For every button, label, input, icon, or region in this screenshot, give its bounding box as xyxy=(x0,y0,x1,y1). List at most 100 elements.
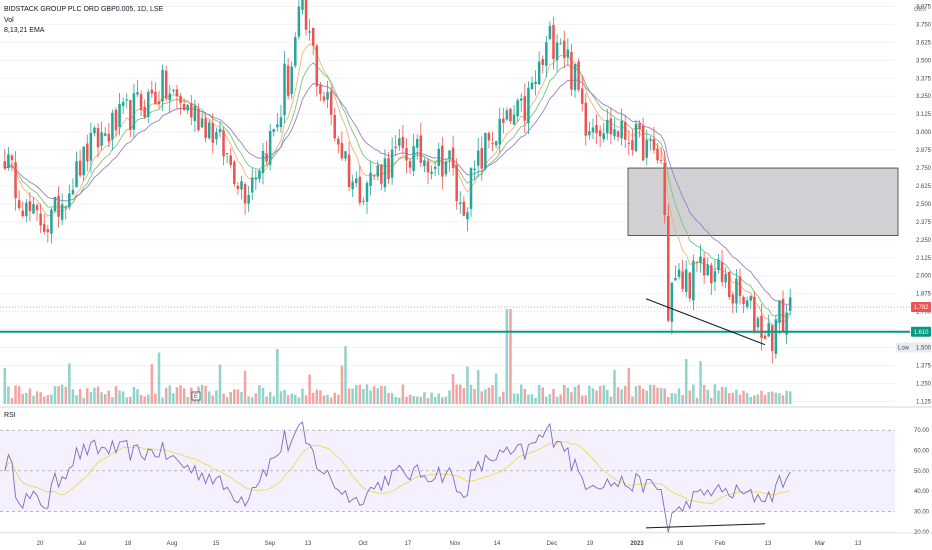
candle-body xyxy=(771,325,774,351)
candle-body xyxy=(462,201,466,216)
volume-bar xyxy=(86,388,89,404)
candle-body xyxy=(272,129,276,132)
volume-bar xyxy=(530,394,534,404)
volume-bar xyxy=(717,390,720,404)
candle-body xyxy=(763,335,767,339)
candle-body xyxy=(240,181,243,190)
time-axis[interactable]: 20 Jul 18 Aug 15 Sep 13 Oct 17 Nov 14 Dec 19 2023 16 Fe… xyxy=(37,541,862,547)
volume-bar xyxy=(509,309,512,404)
volume-bar xyxy=(408,394,412,404)
volume-bar xyxy=(695,397,699,404)
volume-bar xyxy=(623,385,627,404)
volume-bar xyxy=(319,390,322,404)
candle-body xyxy=(767,323,770,337)
candle-body xyxy=(89,132,93,161)
price-tick-label: 3.500 xyxy=(916,58,932,64)
candle-body xyxy=(10,155,14,161)
volume-bar xyxy=(519,384,523,404)
volume-bar xyxy=(71,389,75,404)
candle-body xyxy=(362,200,365,202)
candle-body xyxy=(667,215,670,321)
rsi-ma-line xyxy=(4,441,791,504)
volume-bar xyxy=(254,393,258,404)
volume-bar xyxy=(692,384,695,404)
volume-bar xyxy=(121,391,125,404)
price-divergence-line xyxy=(645,298,766,346)
candle-body xyxy=(476,150,480,166)
volume-bar xyxy=(258,385,261,404)
candle-body xyxy=(372,175,376,177)
candle-body xyxy=(659,159,663,161)
candle-body xyxy=(451,147,455,169)
volume-bar xyxy=(412,395,415,404)
candle-body xyxy=(398,138,401,146)
candle-body xyxy=(738,276,742,297)
candle-body xyxy=(3,161,7,169)
candle-body xyxy=(387,158,390,179)
time-tick-label: 15 xyxy=(213,541,220,547)
volume-bar xyxy=(656,387,659,404)
rsi-tick-label: 30.00 xyxy=(914,510,930,516)
volume-bar xyxy=(727,393,731,404)
volume-bar xyxy=(638,385,641,404)
price-tick-label: 1.750 xyxy=(916,310,932,316)
rsi-tick-label: 50.00 xyxy=(914,469,930,475)
volume-bar xyxy=(304,395,308,404)
candle-body xyxy=(254,177,258,180)
volume-bar xyxy=(57,386,60,404)
candle-body xyxy=(322,96,326,101)
candle-body xyxy=(537,61,541,85)
volume-bar xyxy=(64,386,68,404)
volume-bar xyxy=(613,369,616,404)
volume-bar xyxy=(494,373,498,404)
candle-body xyxy=(785,312,788,335)
volume-bar xyxy=(473,388,476,404)
volume-bar xyxy=(738,394,742,404)
volume-bar xyxy=(32,395,35,404)
volume-bar xyxy=(290,393,293,404)
volume-bar xyxy=(484,389,487,404)
candle-body xyxy=(573,63,577,91)
candle-body xyxy=(745,300,749,308)
volume-bar xyxy=(437,393,440,404)
volume-bar xyxy=(204,385,207,404)
candle-body xyxy=(297,6,301,37)
price-tick-label: 1.125 xyxy=(916,399,932,405)
volume-bar xyxy=(663,388,666,404)
volume-bar xyxy=(588,385,591,404)
volume-bar xyxy=(684,359,688,404)
volume-bar xyxy=(720,386,724,404)
candle-body xyxy=(326,91,329,100)
candle-body xyxy=(437,148,440,166)
time-tick-label: Sep xyxy=(265,541,276,547)
candle-body xyxy=(498,118,501,145)
candle-body xyxy=(491,143,494,145)
volume-bar xyxy=(222,393,225,404)
price-axis[interactable]: 3.875 3.750 3.625 3.500 3.375 3.250 3.125 3.000… xyxy=(916,4,932,405)
volume-bar xyxy=(329,397,333,404)
candle-body xyxy=(727,271,731,297)
volume-bar xyxy=(125,397,128,404)
volume-bar xyxy=(337,394,340,404)
volume-bar xyxy=(652,384,656,404)
candle-body xyxy=(433,166,437,169)
volume-bar xyxy=(573,386,577,404)
volume-bar xyxy=(756,394,760,404)
volume-bar xyxy=(681,394,684,404)
candle-body xyxy=(638,123,641,129)
candle-body xyxy=(555,42,559,61)
candle-body xyxy=(595,124,598,134)
volume-bar xyxy=(143,396,146,404)
earnings-marker[interactable]: E xyxy=(191,391,201,401)
candle-body xyxy=(509,108,512,122)
volume-bar xyxy=(749,397,753,404)
volume-bar xyxy=(566,387,570,404)
volume-bar xyxy=(240,392,243,404)
candle-body xyxy=(688,272,692,299)
volume-bar xyxy=(286,395,290,404)
candle-body xyxy=(60,204,64,220)
candle-body xyxy=(390,149,394,178)
time-tick-label: Nov xyxy=(450,541,461,547)
